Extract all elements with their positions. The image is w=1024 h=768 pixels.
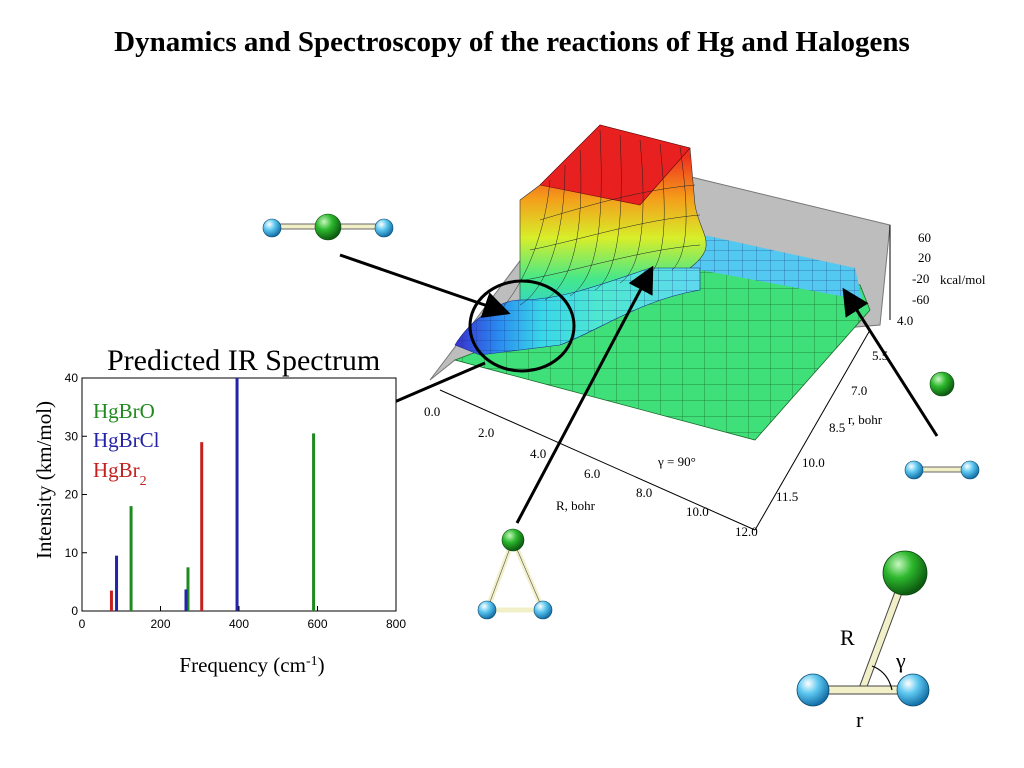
y-tick-label: 20: [65, 488, 79, 502]
arrow-linear-to-minimum: [339, 253, 511, 318]
legend-hgbrcl: HgBrCl: [93, 428, 160, 452]
surface-top-plateau: [539, 124, 691, 206]
plot-frame: [81, 377, 397, 612]
axis-ticks: 0 200 400 600 800 0 10 20 30 40: [65, 371, 407, 631]
r-axis-label: r, bohr: [848, 412, 883, 427]
z-axis-unit: kcal/mol: [940, 272, 986, 287]
arrow-separated-to-channel: [842, 287, 939, 437]
br-atom: [262, 218, 282, 238]
angle-label: γ = 90°: [657, 454, 696, 469]
z-tick-label: 60: [918, 230, 931, 245]
x-axis-label-sup: -1: [306, 654, 318, 669]
R-tick-label: 4.0: [530, 446, 546, 461]
R-tick-label: 12.0: [735, 524, 758, 539]
br-atom: [896, 673, 930, 707]
y-tick-label: 0: [71, 604, 78, 618]
ir-spectrum-chart: 0 200 400 600 800 0 10 20 30 40 HgBrO HgBrCl HgBr…: [32, 371, 406, 677]
br-atom: [796, 673, 830, 707]
R-tick-label: 8.0: [636, 485, 652, 500]
hg-atom: [314, 213, 342, 241]
hg-atom: [929, 371, 955, 397]
jacobi-coordinate-diagram: R γ r: [796, 550, 930, 732]
x-tick-label: 0: [79, 617, 86, 631]
gamma-label: γ: [895, 648, 906, 673]
br-atom: [533, 600, 553, 620]
surface-axis-labels: 60 20 -20 -60 kcal/mol 4.0 5.5 7.0 8.5 1…: [424, 230, 986, 539]
R-tick-label: 6.0: [584, 466, 600, 481]
R-tick-label: 10.0: [686, 504, 709, 519]
legend-hgbr2-subscript: 2: [140, 474, 147, 489]
x-tick-label: 800: [386, 617, 406, 631]
R-label: R: [840, 625, 855, 650]
y-tick-label: 10: [65, 546, 79, 560]
linear-molecule: [262, 213, 394, 241]
br-atom: [960, 460, 980, 480]
y-axis-label: Intensity (km/mol): [32, 401, 56, 559]
angle-arc: [871, 665, 893, 691]
surface-wall-mesh: [499, 129, 701, 311]
arrow-triangle-to-saddle: [515, 265, 654, 524]
legend-hgbr2: HgBr2: [93, 458, 147, 489]
br-atom: [374, 218, 394, 238]
r-tick-label: 11.5: [776, 489, 798, 504]
minimum-highlight-circle: [468, 279, 576, 373]
triangular-molecule: [477, 528, 553, 620]
spectrum-bars: [109, 378, 316, 611]
x-axis-label-main: Frequency (cm: [179, 653, 306, 677]
r-label: r: [856, 707, 864, 732]
r-tick-label: 8.5: [829, 420, 845, 435]
legend-hgbr2-text: HgBr: [93, 458, 140, 482]
x-tick-label: 600: [307, 617, 327, 631]
R-axis-label: R, bohr: [556, 498, 596, 513]
x-tick-label: 400: [229, 617, 249, 631]
hg-atom: [501, 528, 525, 552]
br-atom: [477, 600, 497, 620]
z-tick-label: -60: [912, 292, 929, 307]
x-axis-label-end: ): [318, 653, 325, 677]
br-atom: [904, 460, 924, 480]
R-axis-line: [439, 389, 756, 531]
R-tick-label: 2.0: [478, 425, 494, 440]
r-tick-label: 10.0: [802, 455, 825, 470]
z-tick-label: 20: [918, 250, 931, 265]
legend-hgbro: HgBrO: [93, 399, 155, 423]
r-axis-line: [754, 329, 871, 531]
hg-atom: [882, 550, 928, 596]
slide-title: Dynamics and Spectroscopy of the reactio…: [114, 26, 910, 58]
r-tick-label: 7.0: [851, 383, 867, 398]
r-tick-label: 4.0: [897, 313, 913, 328]
ir-spectrum-heading: Predicted IR Spectrum: [107, 344, 381, 377]
z-tick-label: -20: [912, 271, 929, 286]
x-tick-label: 200: [150, 617, 170, 631]
y-tick-label: 30: [65, 429, 79, 443]
R-tick-label: 0.0: [424, 404, 440, 419]
x-axis-label: Frequency (cm-1): [179, 653, 324, 677]
separated-molecule: [904, 371, 980, 480]
y-tick-label: 40: [65, 371, 79, 385]
surface-exit-grid: [690, 232, 862, 300]
